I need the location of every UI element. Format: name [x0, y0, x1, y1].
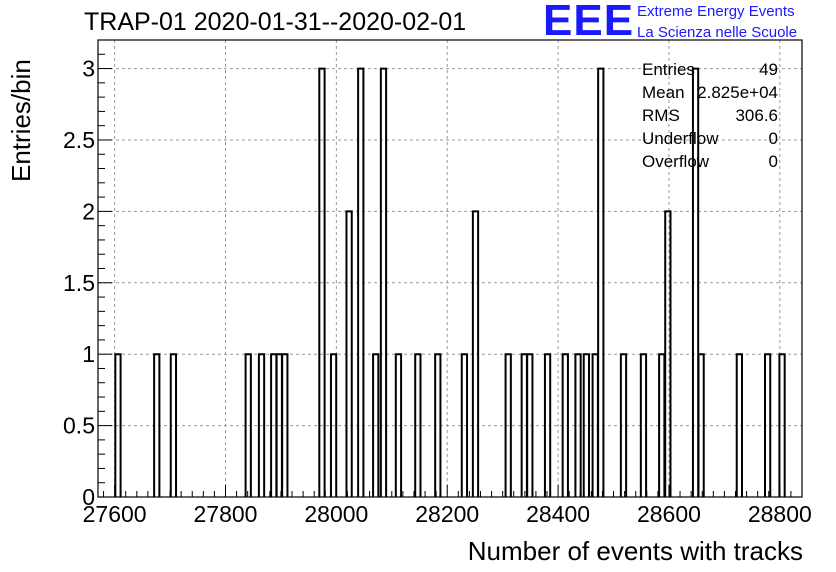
stats-label: Overflow: [642, 152, 710, 171]
chart-title: TRAP-01 2020-01-31--2020-02-01: [84, 8, 467, 36]
histogram-bin: [394, 353, 403, 497]
stats-value: 0: [768, 152, 778, 171]
y-tick-label: 2: [82, 198, 95, 224]
logo-line-2: La Scienza nelle Scuole: [637, 24, 798, 41]
histogram-bin: [597, 67, 605, 497]
stats-row-underflow: Underflow 0: [642, 129, 778, 152]
y-axis-label: Entries/bin: [6, 59, 36, 182]
histogram-bin: [543, 353, 552, 497]
histogram-bin: [639, 353, 648, 497]
stats-row-mean: Mean 2.825e+04: [642, 83, 778, 106]
histogram-bin: [257, 353, 266, 497]
x-tick-label: 28200: [415, 501, 479, 527]
tick-labels: 27600 27800 28000 28200 28400 28600 28800 0 0.5 1…: [63, 56, 812, 527]
stats-value: 0: [768, 129, 778, 148]
stats-label: Underflow: [642, 129, 719, 148]
histogram-bin: [345, 210, 353, 497]
histogram-bin: [169, 353, 178, 497]
stats-row-overflow: Overflow 0: [642, 152, 778, 175]
histogram-bin: [735, 353, 743, 497]
histogram-bin: [372, 353, 380, 497]
histogram-bin: [697, 353, 705, 497]
histogram-bin: [471, 210, 480, 497]
histogram-bin: [691, 67, 700, 497]
y-tick-label: 1.5: [63, 270, 95, 296]
stats-label: Mean: [642, 83, 685, 102]
axes: [97, 39, 803, 498]
histogram-bin: [561, 353, 569, 497]
x-tick-label: 28400: [526, 501, 590, 527]
x-axis-label: Number of events with tracks: [467, 536, 803, 566]
histogram-bin: [591, 353, 599, 497]
stats-label: RMS: [642, 106, 680, 125]
x-tick-label: 27800: [194, 501, 258, 527]
x-tick-label: 28600: [637, 501, 701, 527]
histogram-bin: [664, 210, 672, 497]
histogram-bin: [414, 353, 422, 497]
histogram-bin: [379, 67, 388, 497]
histogram-bin: [619, 353, 628, 497]
x-tick-label: 27600: [83, 501, 147, 527]
y-tick-label: 0: [82, 484, 95, 510]
histogram-bin: [582, 353, 590, 497]
histogram-bin: [504, 353, 512, 497]
histogram-bin: [329, 353, 338, 497]
histogram-bin: [244, 353, 252, 497]
stats-value: 306.6: [735, 106, 778, 125]
histogram-bin: [153, 353, 161, 497]
histogram-bin: [434, 353, 442, 497]
y-tick-label: 0.5: [63, 413, 95, 439]
histogram-bin: [460, 353, 469, 497]
histogram-bin: [114, 353, 122, 497]
histogram-bin: [526, 353, 534, 497]
stats-box: Entries 49 Mean 2.825e+04 RMS 306.6 Unde…: [642, 60, 778, 175]
histogram-bin: [763, 353, 772, 497]
x-tick-label: 28800: [748, 501, 812, 527]
stats-value: 49: [759, 60, 778, 79]
y-tick-label: 2.5: [63, 127, 95, 153]
stats-label: Entries: [642, 60, 695, 79]
histogram-bin: [357, 67, 365, 497]
y-tick-label: 1: [82, 341, 95, 367]
stats-row-rms: RMS 306.6: [642, 106, 778, 129]
histogram-bin: [281, 353, 289, 497]
histogram-bin: [318, 67, 326, 497]
logo-line-1: Extreme Energy Events: [637, 3, 795, 20]
histogram-bars: [114, 67, 786, 497]
eee-logo: EEE: [543, 0, 635, 45]
y-tick-label: 3: [82, 56, 95, 82]
stats-value: 2.825e+04: [697, 83, 778, 102]
histogram-bin: [574, 353, 582, 497]
histogram-bin: [778, 353, 786, 497]
stats-row-entries: Entries 49: [642, 60, 778, 83]
x-tick-label: 28000: [304, 501, 368, 527]
histogram-bin: [658, 353, 666, 497]
